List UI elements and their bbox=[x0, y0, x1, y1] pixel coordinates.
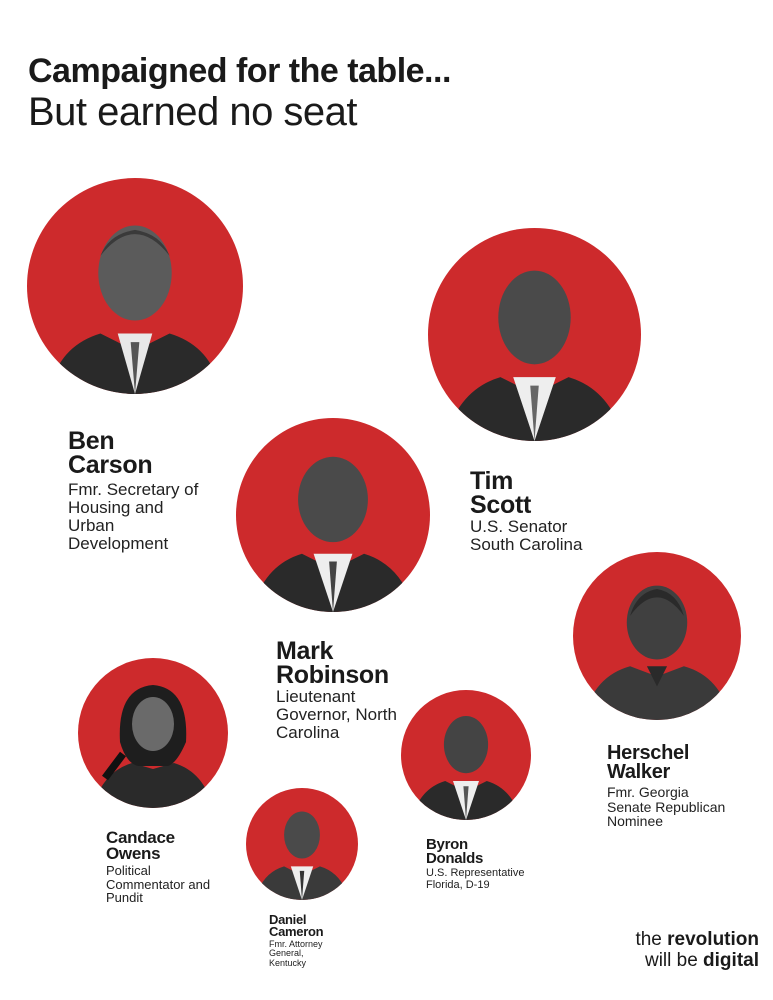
person-role: Fmr. Secretary of Housing and Urban Develop… bbox=[68, 480, 199, 553]
person-role: U.S. Senator South Carolina bbox=[470, 517, 583, 554]
person-role: Political Commentator and Pundit bbox=[106, 863, 211, 906]
person-name: Tim Scott bbox=[470, 467, 532, 519]
person-role: Fmr. Georgia Senate Republican Nominee bbox=[607, 784, 726, 830]
portrait-ben-carson bbox=[27, 178, 243, 394]
subheadline: But earned no seat bbox=[28, 90, 358, 134]
portrait-candace-owens bbox=[78, 658, 228, 808]
person-role: Fmr. Attorney General, Kentucky bbox=[269, 939, 323, 968]
person-silhouette-icon bbox=[583, 585, 731, 720]
person-role: U.S. Representative Florida, D-19 bbox=[426, 867, 525, 891]
portrait-herschel-walker bbox=[573, 552, 741, 720]
person-name: Daniel Cameron bbox=[269, 912, 324, 940]
portrait-mark-robinson bbox=[236, 418, 430, 612]
person-silhouette-icon bbox=[411, 716, 521, 820]
person-silhouette-icon bbox=[48, 225, 222, 394]
person-silhouette-icon bbox=[445, 270, 624, 441]
portrait-tim-scott bbox=[428, 228, 641, 441]
brand-tagline: the revolution will be digital bbox=[635, 929, 759, 971]
portrait-byron-donalds bbox=[401, 690, 531, 820]
person-silhouette-icon bbox=[254, 811, 350, 900]
person-name: Herschel Walker bbox=[607, 742, 690, 783]
person-role: Lieutenant Governor, North Carolina bbox=[276, 687, 397, 742]
person-silhouette-icon bbox=[251, 456, 415, 612]
portrait-daniel-cameron bbox=[246, 788, 358, 900]
person-name: Candace Owens bbox=[106, 828, 175, 864]
person-name: Byron Donalds bbox=[426, 836, 484, 868]
person-silhouette-icon bbox=[93, 685, 213, 808]
person-name: Ben Carson bbox=[68, 427, 153, 479]
person-name: Mark Robinson bbox=[276, 637, 389, 689]
headline: Campaigned for the table... bbox=[28, 52, 451, 90]
